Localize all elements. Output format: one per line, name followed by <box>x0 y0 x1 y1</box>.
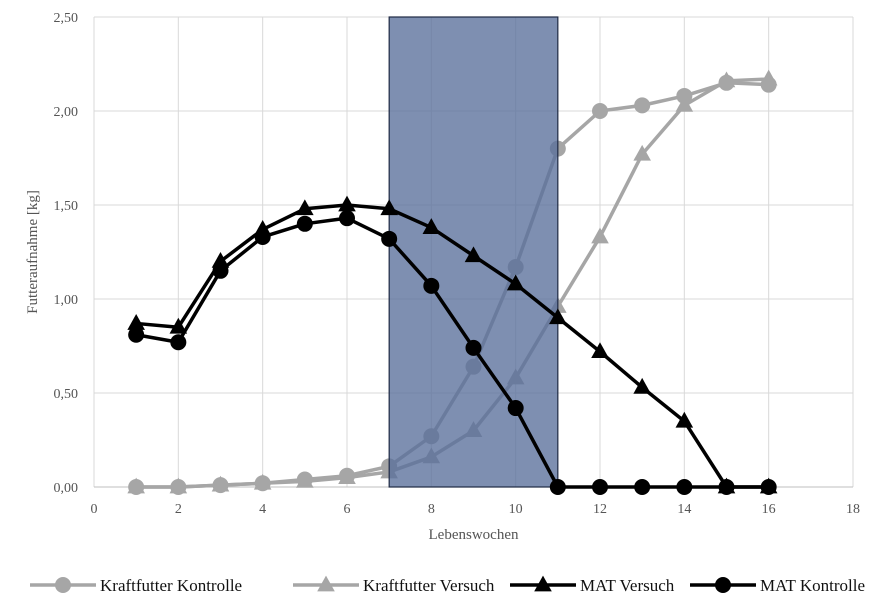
series-mat-kontrolle <box>128 210 777 495</box>
data-point <box>380 199 398 216</box>
data-point <box>338 468 356 484</box>
data-point <box>339 210 355 227</box>
data-point <box>296 215 313 232</box>
data-point <box>591 342 609 359</box>
data-point <box>675 95 694 112</box>
data-point <box>423 277 440 294</box>
series-mat-versuch <box>127 195 778 494</box>
data-point <box>128 326 145 343</box>
x-tick-label: 6 <box>344 502 351 517</box>
data-point <box>675 411 694 428</box>
x-tick-label: 4 <box>259 502 266 517</box>
x-tick-label: 12 <box>593 502 607 517</box>
legend-label: MAT Versuch <box>580 576 675 595</box>
data-point <box>676 479 693 495</box>
x-tick-label: 8 <box>428 502 435 517</box>
data-point <box>211 251 230 268</box>
data-point <box>591 227 609 244</box>
series-line <box>135 216 769 489</box>
legend-item: MAT Kontrolle <box>690 576 865 595</box>
data-point <box>254 228 271 245</box>
x-tick-label: 16 <box>762 502 776 517</box>
data-point <box>296 471 314 488</box>
x-tick-label: 18 <box>846 502 860 517</box>
legend-label: Kraftfutter Kontrolle <box>100 576 242 595</box>
y-tick-label: 0,00 <box>54 481 79 496</box>
data-point <box>718 479 735 495</box>
data-point <box>422 218 441 234</box>
y-tick-label: 2,50 <box>54 11 79 26</box>
data-point <box>211 475 230 492</box>
y-tick-label: 2,00 <box>54 105 79 120</box>
data-point <box>592 479 608 495</box>
data-point <box>592 103 608 119</box>
legend-marker <box>534 575 552 592</box>
legend-label: Kraftfutter Versuch <box>363 576 495 595</box>
series-line <box>136 203 769 489</box>
data-point <box>127 477 145 494</box>
data-point <box>507 400 524 417</box>
legend-item: MAT Versuch <box>510 575 675 595</box>
y-tick-label: 1,50 <box>54 199 79 214</box>
legend-label: MAT Kontrolle <box>760 576 865 595</box>
data-point <box>127 314 145 330</box>
data-point <box>634 97 651 114</box>
data-point <box>464 246 483 263</box>
data-point <box>212 262 229 279</box>
data-point <box>760 479 777 495</box>
y-tick-label: 0,50 <box>54 387 79 402</box>
legend: Kraftfutter Kontrolle Kraftfutter Versuch… <box>30 575 865 595</box>
data-point <box>465 339 482 356</box>
legend-item: Kraftfutter Kontrolle <box>30 576 242 595</box>
data-point <box>759 69 778 86</box>
data-point <box>338 195 356 212</box>
x-tick-label: 0 <box>91 502 98 517</box>
data-point <box>296 199 314 216</box>
series-top-layer <box>127 195 778 495</box>
x-tick-label: 14 <box>677 502 691 517</box>
data-point <box>549 479 566 495</box>
data-point <box>253 473 272 490</box>
data-point <box>633 144 651 161</box>
data-point <box>170 334 187 351</box>
data-point <box>633 377 651 394</box>
x-tick-label: 10 <box>509 502 523 517</box>
data-point <box>506 274 525 291</box>
data-point <box>549 308 567 325</box>
legend-marker <box>55 577 71 593</box>
y-axis-title: Futteraufnahme [kg] <box>25 190 41 314</box>
data-point <box>169 317 188 334</box>
tick-labels: 0 2 4 6 8 10 12 14 16 18 0,00 0,50 1,00 1,50 2,00 2,50 <box>54 11 861 517</box>
data-point <box>169 477 188 494</box>
legend-marker <box>317 575 335 592</box>
data-point <box>381 230 398 247</box>
legend-item: Kraftfutter Versuch <box>293 575 495 595</box>
x-axis-title: Lebenswochen <box>429 527 519 543</box>
data-point <box>717 71 736 88</box>
x-tick-label: 2 <box>175 502 182 517</box>
y-tick-label: 1,00 <box>54 293 79 308</box>
data-point <box>634 479 651 495</box>
legend-marker <box>715 577 731 593</box>
